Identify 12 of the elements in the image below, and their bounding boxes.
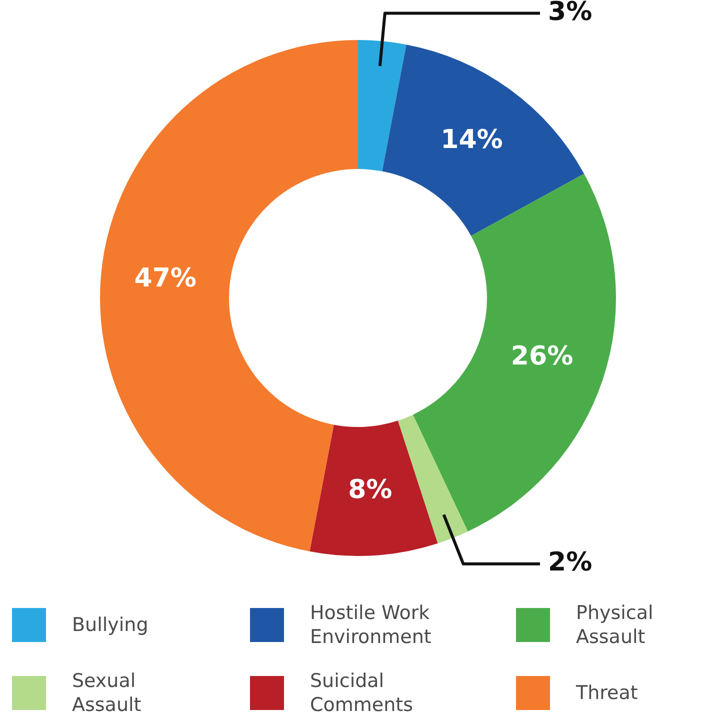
- legend-label: Suicidal Comments: [310, 669, 414, 715]
- data-label: 8%: [348, 474, 392, 505]
- data-label: 47%: [134, 264, 196, 294]
- legend-label: Physical Assault: [576, 601, 654, 649]
- legend-label: Bullying: [72, 613, 148, 637]
- data-label: 26%: [510, 342, 574, 372]
- data-label: 3%: [548, 0, 592, 28]
- legend-label: Threat: [576, 681, 638, 705]
- data-label: 14%: [440, 125, 503, 156]
- legend-label: Sexual Assault: [72, 669, 142, 715]
- legend-label: Hostile Work Environment: [310, 601, 432, 649]
- data-label: 2%: [548, 548, 592, 578]
